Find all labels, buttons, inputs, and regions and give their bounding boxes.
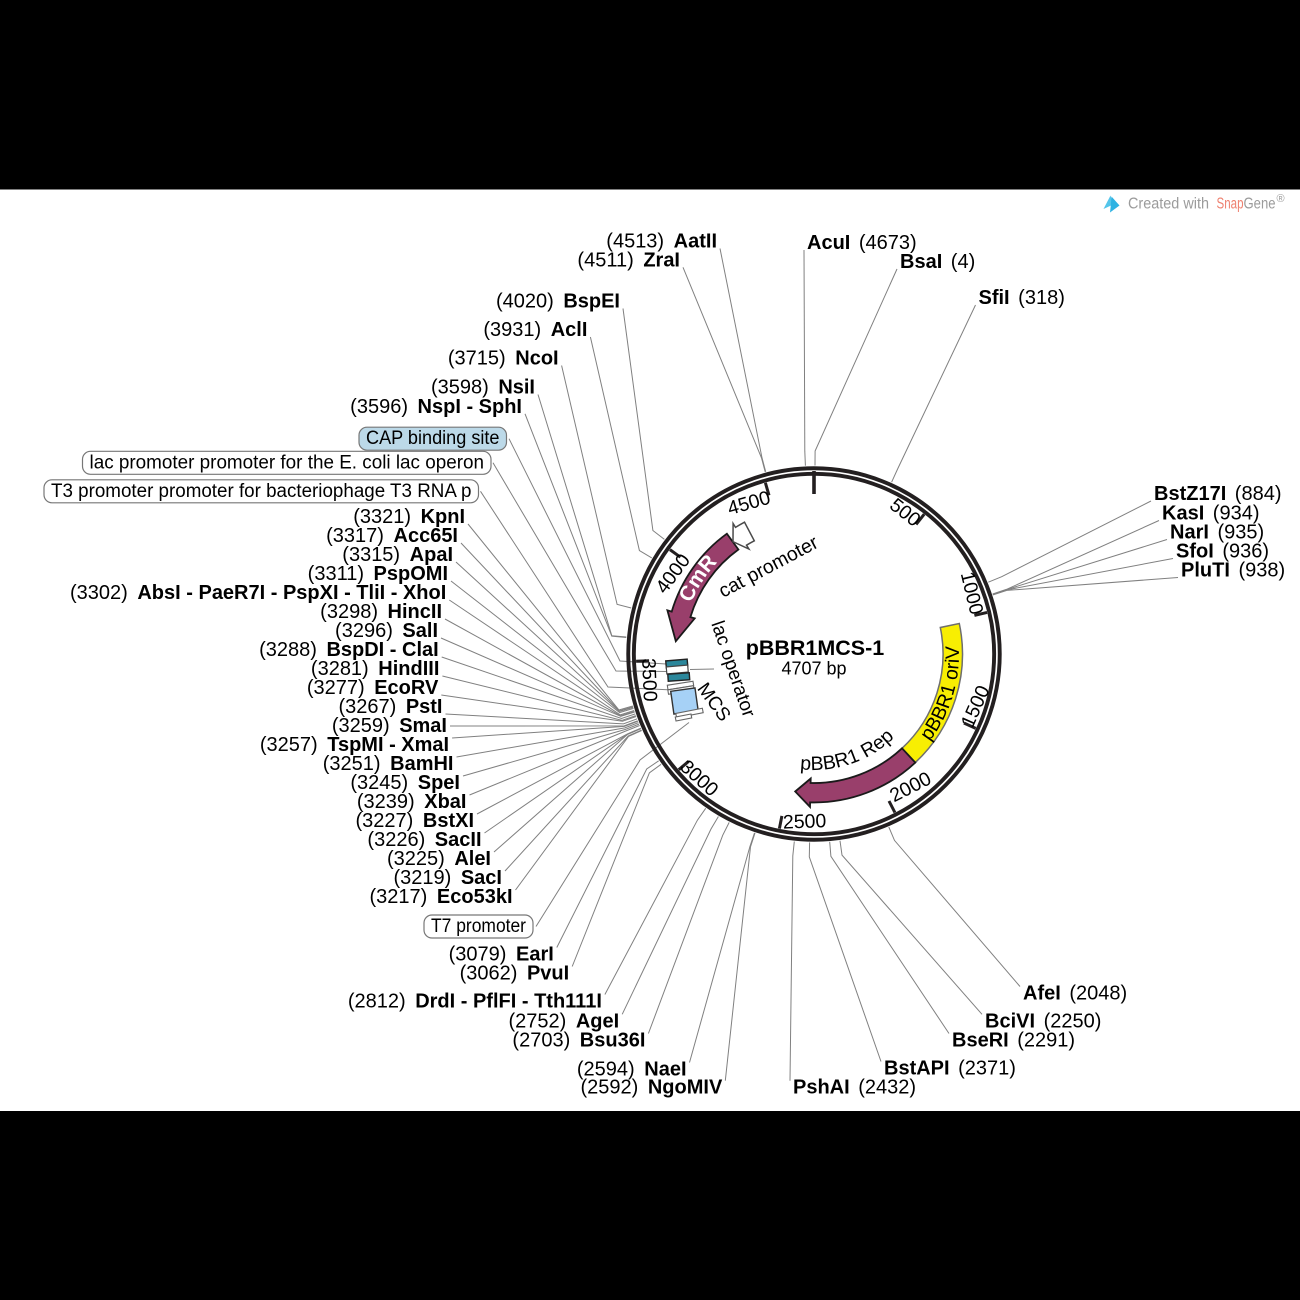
svg-text:BciVI (2250): BciVI (2250) <box>985 1010 1101 1032</box>
svg-text:(3227) BstXI: (3227) BstXI <box>356 810 475 832</box>
svg-text:BseRI (2291): BseRI (2291) <box>952 1030 1075 1052</box>
svg-text:NarI (935): NarI (935) <box>1170 522 1264 544</box>
svg-text:(3062) PvuI: (3062) PvuI <box>460 963 570 985</box>
svg-text:BstAPI (2371): BstAPI (2371) <box>884 1058 1016 1080</box>
svg-text:T3 promoter promoter for bacte: T3 promoter promoter for bacteriophage T… <box>51 481 472 502</box>
svg-text:(2592) NgoMIV: (2592) NgoMIV <box>580 1077 722 1099</box>
svg-text:3500: 3500 <box>637 658 661 702</box>
svg-text:PluTI (938): PluTI (938) <box>1181 560 1285 582</box>
svg-text:SfiI (318): SfiI (318) <box>979 287 1065 309</box>
svg-text:(3296) SalI: (3296) SalI <box>335 620 438 642</box>
svg-text:(3298) HincII: (3298) HincII <box>320 601 442 623</box>
svg-text:Snap: Snap <box>1217 195 1244 212</box>
svg-text:lac promoter promoter for the: lac promoter promoter for the E. coli la… <box>90 452 485 473</box>
svg-text:BsaI (4): BsaI (4) <box>900 251 975 273</box>
svg-text:(3288) BspDI - ClaI: (3288) BspDI - ClaI <box>259 639 439 661</box>
svg-text:(3302) AbsI - PaeR7I - PspXI -: (3302) AbsI - PaeR7I - PspXI - TliI - Xh… <box>70 582 446 604</box>
svg-text:(2594) NaeI: (2594) NaeI <box>577 1059 687 1081</box>
svg-text:pBBR1MCS-1: pBBR1MCS-1 <box>746 636 885 660</box>
svg-text:(3311) PspOMI: (3311) PspOMI <box>308 563 448 585</box>
svg-text:(3225) AleI: (3225) AleI <box>387 848 491 870</box>
svg-text:(4511) ZraI: (4511) ZraI <box>577 249 680 271</box>
svg-text:(2703) Bsu36I: (2703) Bsu36I <box>512 1030 645 1052</box>
svg-text:(3259) SmaI: (3259) SmaI <box>332 715 447 737</box>
svg-text:(4020) BspEI: (4020) BspEI <box>496 291 620 313</box>
svg-text:(3321) KpnI: (3321) KpnI <box>353 506 465 528</box>
svg-text:(3239) XbaI: (3239) XbaI <box>357 791 467 813</box>
svg-text:(3267) PstI: (3267) PstI <box>338 696 442 718</box>
svg-text:(3219) SacI: (3219) SacI <box>393 867 502 889</box>
svg-text:KasI (934): KasI (934) <box>1162 503 1260 525</box>
svg-text:(3596) NspI - SphI: (3596) NspI - SphI <box>350 396 522 418</box>
svg-text:(3715) NcoI: (3715) NcoI <box>448 348 559 370</box>
svg-text:(3217) Eco53kI: (3217) Eco53kI <box>370 886 513 908</box>
svg-text:(3257) TspMI - XmaI: (3257) TspMI - XmaI <box>260 734 449 756</box>
svg-text:(2812) DrdI - PflFI - Tth111I: (2812) DrdI - PflFI - Tth111I <box>348 991 602 1013</box>
svg-text:Gene: Gene <box>1244 195 1276 212</box>
svg-text:(3245) SpeI: (3245) SpeI <box>350 772 460 794</box>
svg-text:PshAI (2432): PshAI (2432) <box>793 1077 916 1099</box>
svg-text:BstZ17I (884): BstZ17I (884) <box>1154 483 1282 505</box>
svg-text:CAP binding site: CAP binding site <box>366 428 500 449</box>
svg-text:2500: 2500 <box>783 810 827 834</box>
svg-text:4707 bp: 4707 bp <box>781 659 846 679</box>
svg-text:Created with: Created with <box>1128 195 1209 212</box>
svg-text:T7 promoter: T7 promoter <box>431 916 527 937</box>
svg-text:(4513) AatII: (4513) AatII <box>606 231 717 253</box>
svg-text:AcuI (4673): AcuI (4673) <box>807 232 917 254</box>
svg-text:(3079) EarI: (3079) EarI <box>449 944 554 966</box>
svg-text:(3598) NsiI: (3598) NsiI <box>431 377 535 399</box>
svg-text:(3226) SacII: (3226) SacII <box>367 829 481 851</box>
svg-text:(3931) AclI: (3931) AclI <box>483 319 587 341</box>
svg-text:(2752) AgeI: (2752) AgeI <box>508 1010 619 1032</box>
svg-text:AfeI (2048): AfeI (2048) <box>1023 983 1127 1005</box>
svg-text:SfoI (936): SfoI (936) <box>1176 541 1269 563</box>
svg-text:®: ® <box>1277 193 1285 205</box>
svg-text:(3315) ApaI: (3315) ApaI <box>342 544 453 566</box>
